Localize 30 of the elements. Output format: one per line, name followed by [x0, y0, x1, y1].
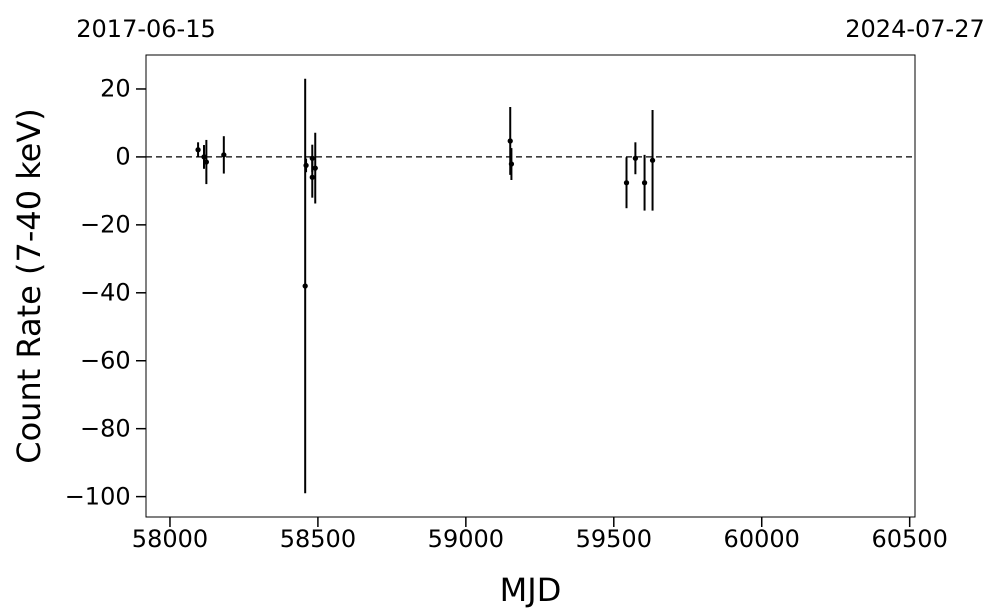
point — [221, 152, 226, 158]
point — [632, 156, 638, 161]
x-tick-label: 60000 — [724, 525, 800, 554]
y-tick-label: −60 — [80, 346, 131, 374]
point — [508, 161, 514, 167]
point — [303, 162, 309, 168]
x-tick-label: 59500 — [576, 525, 652, 554]
y-tick-label: 0 — [115, 142, 131, 171]
y-tick-label: −80 — [80, 414, 131, 442]
x-tick-label: 60500 — [871, 525, 948, 554]
y-tick-label: −20 — [80, 210, 131, 239]
point — [195, 147, 201, 152]
point — [650, 158, 656, 163]
y-tick-label: −40 — [80, 278, 131, 306]
x2-tick-label: 2017-06-15 — [76, 15, 216, 43]
point — [302, 283, 308, 289]
x-tick-label: 59000 — [428, 525, 504, 554]
y-tick-label: 20 — [100, 74, 131, 103]
y-axis-title: Count Rate (7-40 keV) — [10, 108, 48, 464]
point — [508, 138, 513, 144]
point — [312, 165, 318, 171]
point — [624, 180, 630, 186]
x2-tick-label: 2024-07-27 — [845, 15, 985, 43]
point — [642, 180, 648, 186]
point — [310, 156, 315, 161]
x-axis-title: MJD — [500, 571, 562, 609]
x-tick-label: 58000 — [132, 525, 208, 554]
y-tick-label: −100 — [64, 482, 131, 510]
point — [310, 174, 315, 180]
x-tick-label: 58500 — [280, 525, 356, 554]
